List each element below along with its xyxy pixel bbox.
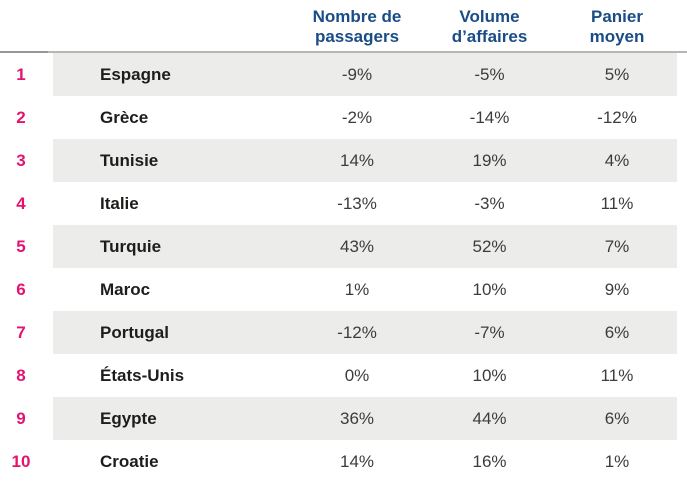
volume-cell: 10% [472,365,507,385]
basket-cell: 6% [604,408,630,428]
passengers-cell: 0% [344,365,370,385]
rank-cell: 4 [16,193,26,213]
table-row: 1 Espagne -9% -5% 5% [0,53,687,96]
table-row: 5 Turquie 43% 52% 7% [0,225,687,268]
volume-cell: 10% [472,279,507,299]
country-cell: Turquie [100,236,162,256]
country-cell: Portugal [100,322,169,342]
passengers-cell: -12% [337,322,377,342]
row-stripe: Grèce -2% -14% -12% [53,96,677,139]
table-row: 9 Egypte 36% 44% 6% [0,397,687,440]
passengers-cell: 14% [339,150,375,170]
country-cell: Espagne [100,64,171,84]
basket-cell: 11% [600,193,634,213]
country-cell: Grèce [100,107,149,127]
table-row: 10 Croatie 14% 16% 1% [0,440,687,483]
row-stripe: Croatie 14% 16% 1% [53,440,677,483]
row-stripe: Maroc 1% 10% 9% [53,268,677,311]
rank-cell: 5 [16,236,26,256]
basket-cell: -12% [597,107,637,127]
basket-cell: 9% [604,279,630,299]
basket-cell: 11% [600,365,634,385]
column-header-basket: Panier moyen [589,7,645,46]
volume-cell: -14% [469,107,510,127]
table-row: 4 Italie -13% -3% 11% [0,182,687,225]
rank-cell: 7 [16,322,26,342]
country-cell: États-Unis [100,365,185,385]
row-stripe: Egypte 36% 44% 6% [53,397,677,440]
column-header-volume: Volume d’affaires [451,7,528,46]
rank-cell: 3 [16,150,26,170]
volume-cell: 19% [472,150,507,170]
country-cell: Tunisie [100,150,159,170]
country-cell: Egypte [100,408,157,428]
table-row: 6 Maroc 1% 10% 9% [0,268,687,311]
header-spacer [0,5,53,51]
passengers-cell: -2% [341,107,373,127]
header-divider [0,51,687,53]
country-cell: Italie [100,193,139,213]
table-row: 8 États-Unis 0% 10% 11% [0,354,687,397]
basket-cell: 4% [604,150,630,170]
row-stripe: États-Unis 0% 10% 11% [53,354,677,397]
rank-cell: 6 [16,279,26,299]
basket-cell: 5% [604,64,630,84]
volume-cell: 16% [472,451,507,471]
rank-cell: 2 [16,107,26,127]
table-row: 2 Grèce -2% -14% -12% [0,96,687,139]
header-columns: Nombre de passagers Volume d’affaires Pa… [53,5,677,51]
passengers-cell: 14% [339,451,375,471]
column-header-passengers: Nombre de passagers [312,7,402,46]
table-header: Nombre de passagers Volume d’affaires Pa… [0,0,687,51]
rank-cell: 10 [11,451,31,471]
passengers-cell: -13% [337,193,377,213]
table-row: 7 Portugal -12% -7% 6% [0,311,687,354]
row-stripe: Tunisie 14% 19% 4% [53,139,677,182]
header-country-spacer [53,5,292,51]
passengers-cell: 1% [344,279,370,299]
rank-cell: 8 [16,365,26,385]
row-stripe: Turquie 43% 52% 7% [53,225,677,268]
rank-cell: 1 [16,64,26,84]
volume-cell: 44% [472,408,507,428]
row-stripe: Portugal -12% -7% 6% [53,311,677,354]
volume-cell: -5% [474,64,505,84]
passengers-cell: 36% [339,408,375,428]
volume-cell: -3% [474,193,505,213]
passengers-cell: -9% [341,64,373,84]
basket-cell: 7% [604,236,630,256]
volume-cell: 52% [472,236,507,256]
basket-cell: 6% [604,322,630,342]
table-row: 3 Tunisie 14% 19% 4% [0,139,687,182]
passengers-cell: 43% [339,236,375,256]
country-cell: Maroc [100,279,151,299]
row-stripe: Italie -13% -3% 11% [53,182,677,225]
rank-cell: 9 [16,408,26,428]
row-stripe: Espagne -9% -5% 5% [53,53,677,96]
basket-cell: 1% [604,451,630,471]
volume-cell: -7% [474,322,505,342]
country-cell: Croatie [100,451,159,471]
